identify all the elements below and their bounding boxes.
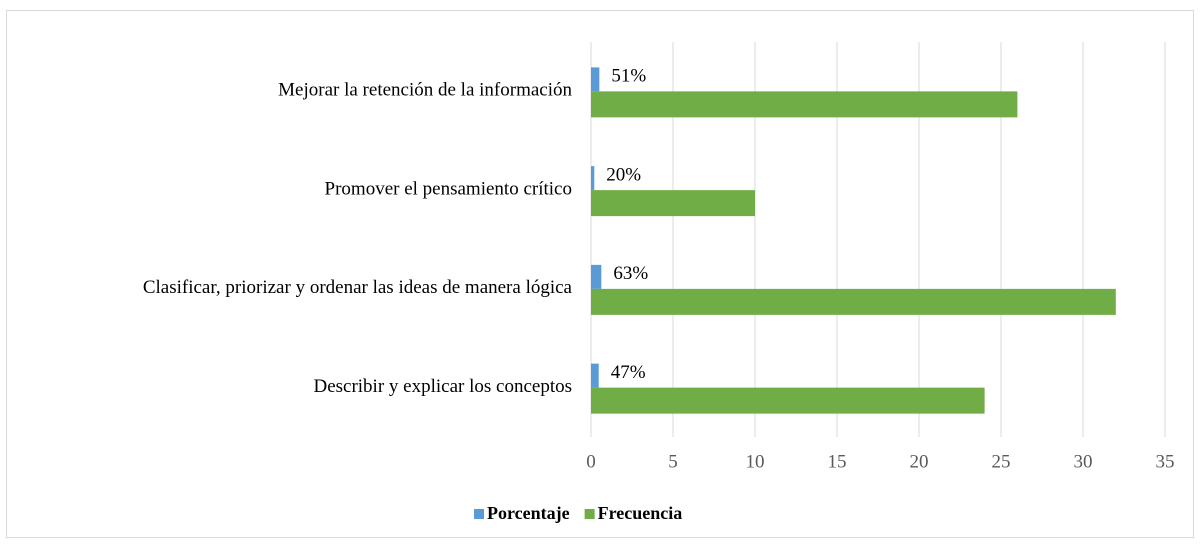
bar: [591, 288, 1116, 315]
bar: [591, 166, 595, 191]
x-tick-label: 15: [828, 451, 847, 472]
y-tick-label: Clasificar, priorizar y ordenar las idea…: [143, 277, 573, 298]
legend-swatch: [584, 509, 595, 519]
legend-label: Frecuencia: [598, 503, 683, 523]
legend-label: Porcentaje: [487, 503, 570, 523]
bar: [591, 387, 985, 414]
bar: [591, 190, 755, 217]
x-tick-label: 5: [668, 451, 678, 472]
bar: [591, 67, 600, 92]
x-tick-label: 30: [1074, 451, 1093, 472]
y-tick-label: Describir y explicar los conceptos: [313, 376, 572, 397]
data-label: 47%: [611, 362, 646, 383]
bar: [591, 264, 602, 289]
y-tick-label: Promover el pensamiento crítico: [325, 178, 572, 199]
bar: [591, 363, 599, 388]
data-label: 63%: [613, 263, 648, 284]
x-tick-label: 20: [910, 451, 929, 472]
x-tick-label: 10: [746, 451, 765, 472]
data-label: 20%: [606, 164, 641, 185]
bar: [591, 91, 1018, 118]
x-tick-label: 35: [1156, 451, 1175, 472]
legend-swatch: [474, 509, 484, 519]
data-label: 51%: [611, 66, 646, 87]
x-tick-label: 25: [992, 451, 1011, 472]
y-tick-label: Mejorar la retención de la información: [278, 80, 572, 101]
x-tick-label: 0: [586, 451, 596, 472]
